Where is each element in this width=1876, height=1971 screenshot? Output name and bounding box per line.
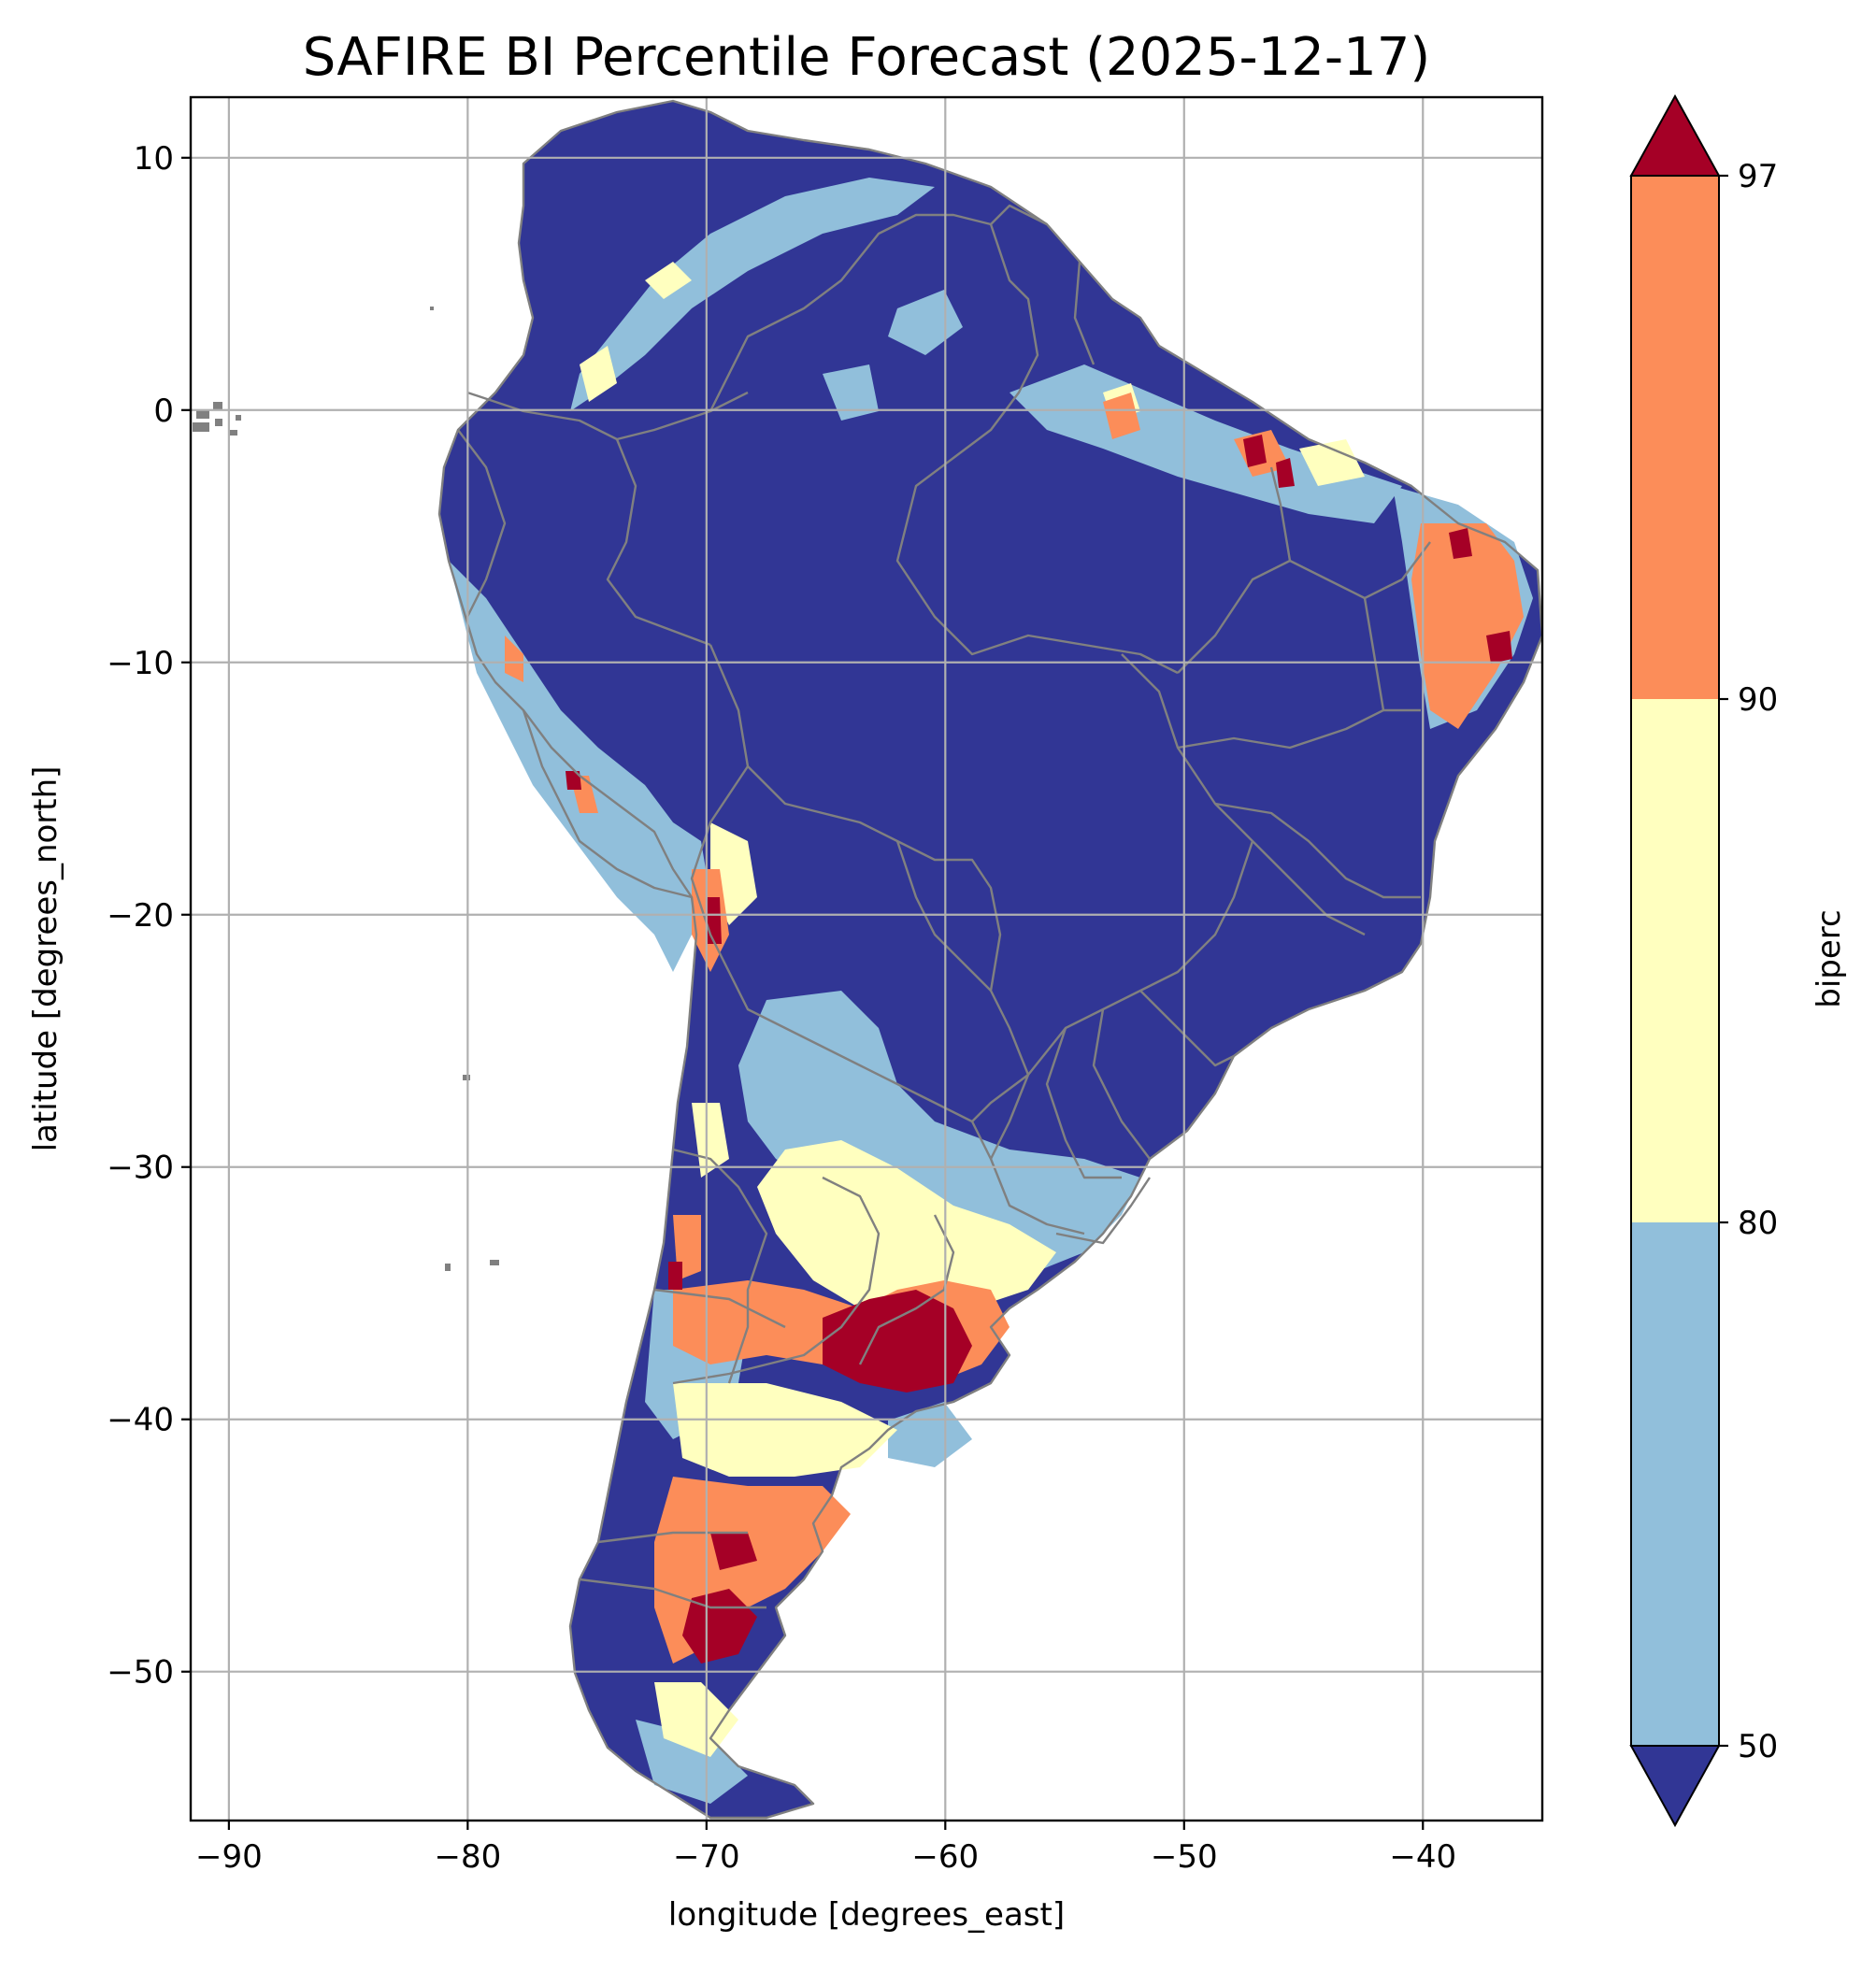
y-axis-label: latitude [degrees_north]	[27, 766, 64, 1152]
map-frame	[189, 95, 1544, 1822]
y-tick-label: −40	[107, 1402, 174, 1439]
y-tick-label: −10	[107, 645, 174, 682]
x-tick-label: −70	[673, 1838, 740, 1876]
colorbar: 50 80 90 97	[1629, 93, 1778, 1828]
grid-lines	[191, 97, 1542, 1821]
colorbar-tick-label: 80	[1738, 1205, 1778, 1242]
x-tick-label: −60	[911, 1838, 979, 1876]
y-tick-label: 10	[134, 140, 174, 178]
colorbar-label: biperc	[1811, 909, 1848, 1007]
colorbar-tick-label: 97	[1738, 158, 1778, 195]
x-tick-label: −40	[1389, 1838, 1456, 1876]
colorbar-tick-label: 50	[1738, 1728, 1778, 1765]
galapagos-islands	[193, 402, 241, 436]
colorbar-extend-high	[1629, 93, 1721, 177]
country-borders	[437, 99, 1542, 1820]
y-tick-label: −50	[107, 1654, 174, 1692]
colorbar-tick-label: 90	[1738, 681, 1778, 719]
offshore-islands	[430, 307, 499, 1271]
x-axis-ticks: −90 −80 −70 −60 −50 −40	[195, 1821, 1456, 1876]
x-tick-label: −90	[195, 1838, 263, 1876]
map-content	[193, 99, 1542, 1820]
x-tick-label: −50	[1151, 1838, 1218, 1876]
y-tick-label: −20	[107, 897, 174, 935]
map-axes: −90 −80 −70 −60 −50 −40 10 0 −10 −20 −30 −40 −50	[107, 95, 1544, 1876]
colorbar-segment	[1631, 699, 1719, 1222]
map-title: SAFIRE BI Percentile Forecast (2025-12-1…	[303, 27, 1430, 88]
colorbar-extend-low	[1629, 1745, 1721, 1828]
y-axis-ticks: 10 0 −10 −20 −30 −40 −50	[107, 140, 191, 1692]
y-tick-label: −30	[107, 1150, 174, 1187]
x-axis-label: longitude [degrees_east]	[668, 1896, 1065, 1934]
colorbar-segment	[1631, 1222, 1719, 1746]
colorbar-frame	[1630, 175, 1720, 1747]
x-tick-label: −80	[434, 1838, 501, 1876]
category-above-97-areas	[566, 435, 1512, 1664]
y-tick-label: 0	[153, 393, 174, 430]
category-80-90-areas	[580, 262, 1365, 1757]
colorbar-segment	[1631, 176, 1719, 699]
